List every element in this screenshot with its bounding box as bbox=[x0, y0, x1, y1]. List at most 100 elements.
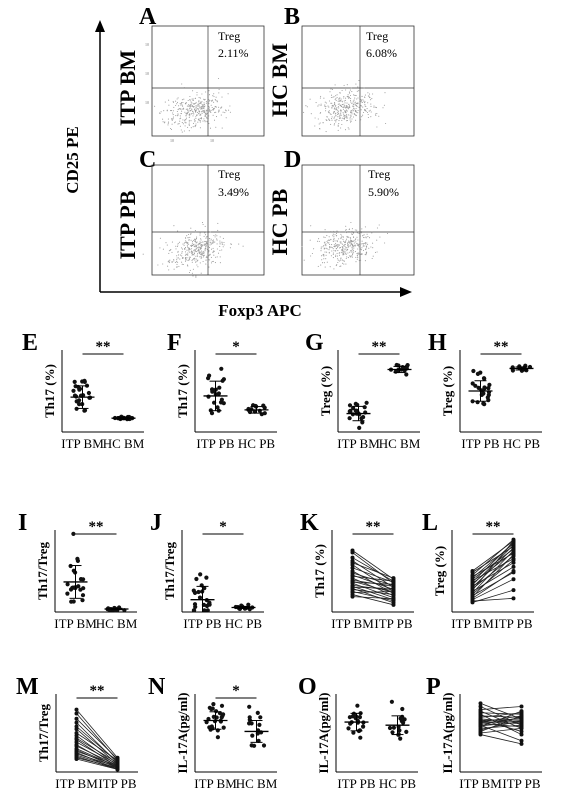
cell-event-dot bbox=[178, 265, 180, 267]
cell-event-dot bbox=[214, 99, 216, 101]
cell-event-dot bbox=[204, 114, 206, 116]
cell-event-dot bbox=[351, 256, 353, 258]
cell-event-dot bbox=[331, 116, 333, 118]
cell-event-dot bbox=[337, 110, 340, 112]
data-point bbox=[511, 548, 516, 553]
panel-o: OIL-17A(pg/ml) ITP PB HC PB bbox=[298, 674, 418, 791]
cell-event-dot bbox=[186, 246, 189, 248]
row-label-itp-pb: ITP PB bbox=[115, 190, 140, 259]
cell-event-dot bbox=[188, 249, 190, 251]
cell-event-dot bbox=[208, 94, 211, 96]
data-point bbox=[192, 608, 197, 613]
significance-marker: ** bbox=[494, 339, 509, 355]
cell-event-dot bbox=[334, 245, 336, 247]
cell-event-dot bbox=[346, 242, 349, 244]
cell-event-dot bbox=[355, 109, 357, 111]
cell-event-dot bbox=[212, 250, 215, 252]
cell-event-dot bbox=[195, 240, 197, 242]
cell-event-dot bbox=[333, 96, 335, 98]
cell-event-dot bbox=[194, 257, 196, 259]
cell-event-dot bbox=[202, 110, 204, 112]
cell-event-dot bbox=[194, 245, 196, 247]
cell-event-dot bbox=[336, 244, 338, 246]
cell-event-dot bbox=[192, 253, 194, 256]
cell-event-dot bbox=[194, 230, 196, 232]
cell-event-dot bbox=[200, 101, 202, 104]
cell-event-dot bbox=[203, 243, 205, 245]
cell-event-dot bbox=[208, 255, 210, 257]
cell-event-dot bbox=[323, 245, 325, 247]
cell-event-dot bbox=[350, 115, 352, 117]
significance-marker: * bbox=[232, 339, 240, 355]
cell-event-dot bbox=[360, 109, 362, 111]
cell-event-dot bbox=[349, 89, 351, 91]
significance-marker: ** bbox=[96, 339, 111, 355]
cell-event-dot bbox=[343, 95, 345, 98]
cell-event-dot bbox=[188, 257, 190, 260]
cell-event-dot bbox=[368, 93, 371, 95]
cell-event-dot bbox=[336, 108, 338, 111]
cell-event-dot bbox=[202, 241, 204, 243]
cell-event-dot bbox=[193, 108, 196, 110]
cell-event-dot bbox=[190, 101, 192, 103]
data-point bbox=[482, 385, 487, 390]
cell-event-dot bbox=[171, 119, 173, 121]
cell-event-dot bbox=[335, 97, 337, 99]
flow-panel-c: C ITP PB Treg 3.49% bbox=[115, 147, 265, 278]
data-point bbox=[511, 560, 516, 565]
cell-event-dot bbox=[341, 119, 343, 121]
cell-event-dot bbox=[195, 102, 197, 105]
cell-event-dot bbox=[336, 230, 338, 232]
panel-letter-c: C bbox=[139, 147, 156, 173]
cell-event-dot bbox=[199, 241, 201, 243]
cell-event-dot bbox=[168, 104, 170, 106]
cell-event-dot bbox=[205, 113, 207, 115]
data-point bbox=[478, 732, 483, 737]
cell-event-dot bbox=[206, 256, 208, 258]
cell-event-dot bbox=[173, 106, 175, 108]
data-point bbox=[250, 733, 255, 738]
cell-event-dot bbox=[374, 251, 377, 253]
paired-line bbox=[352, 562, 394, 579]
cell-event-dot bbox=[180, 247, 183, 249]
cell-event-dot bbox=[222, 111, 224, 113]
cell-event-dot bbox=[345, 109, 348, 111]
cell-event-dot bbox=[339, 115, 341, 117]
cell-event-dot bbox=[189, 251, 191, 253]
gate-name-d: Treg bbox=[368, 167, 390, 181]
cell-event-dot bbox=[365, 247, 368, 249]
category-label: ITP BM bbox=[194, 776, 237, 791]
cell-event-dot bbox=[181, 251, 183, 253]
cell-event-dot bbox=[375, 106, 377, 108]
cell-event-dot bbox=[355, 238, 357, 240]
cell-event-dot bbox=[196, 236, 198, 238]
cell-event-dot bbox=[176, 263, 178, 265]
cell-event-dot bbox=[319, 122, 321, 124]
cell-event-dot bbox=[332, 105, 334, 108]
cell-event-dot bbox=[222, 237, 224, 239]
cell-event-dot bbox=[340, 257, 342, 259]
y-axis-label: Treg (%) bbox=[318, 366, 333, 416]
panel-p: PIL-17A(pg/ml) ITP BM ITP PB bbox=[426, 674, 542, 791]
cell-event-dot bbox=[351, 251, 353, 253]
cell-event-dot bbox=[355, 95, 357, 97]
cell-event-dot bbox=[178, 105, 180, 107]
cell-event-dot bbox=[198, 100, 200, 102]
cell-event-dot bbox=[205, 237, 207, 239]
cell-event-dot bbox=[349, 119, 351, 121]
paired-line bbox=[480, 718, 522, 723]
data-point bbox=[510, 368, 515, 373]
cell-event-dot bbox=[205, 236, 208, 238]
cell-event-dot bbox=[208, 251, 210, 253]
cell-event-dot bbox=[206, 248, 208, 251]
cell-event-dot bbox=[333, 268, 335, 270]
cell-event-dot bbox=[340, 259, 342, 261]
cell-event-dot bbox=[188, 271, 191, 274]
cell-event-dot bbox=[181, 252, 183, 254]
cell-event-dot bbox=[325, 243, 327, 245]
cell-event-dot bbox=[182, 102, 184, 104]
cell-event-dot bbox=[191, 242, 193, 244]
cell-event-dot bbox=[342, 240, 345, 242]
cell-event-dot bbox=[345, 263, 347, 265]
cell-event-dot bbox=[346, 115, 348, 117]
